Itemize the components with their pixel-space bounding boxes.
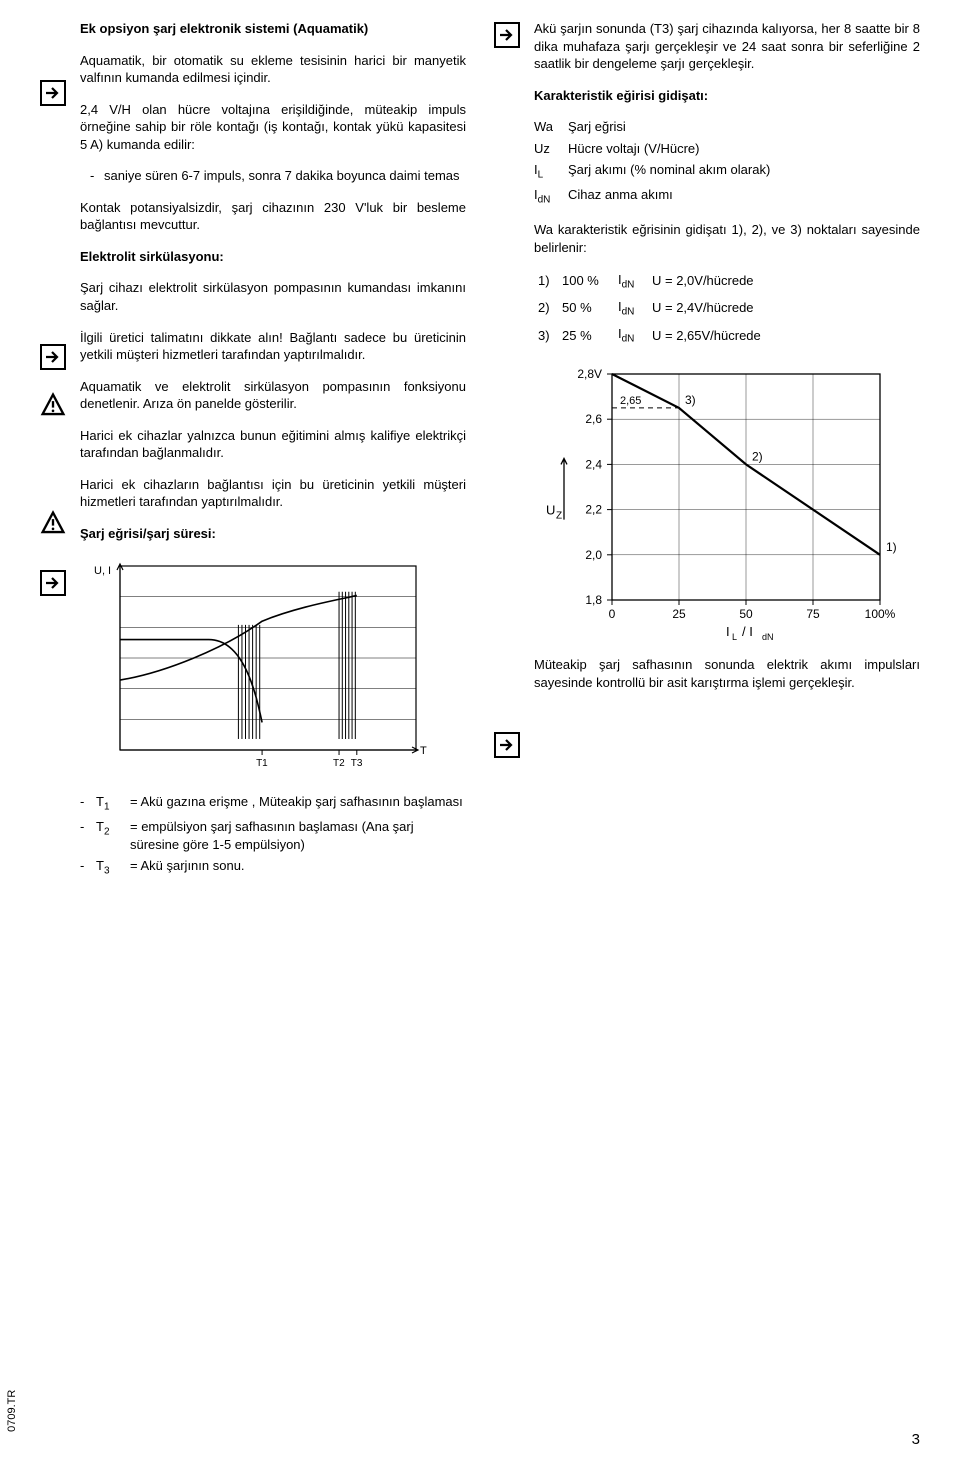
heading-karak: Karakteristik eğirisi gidişatı:: [534, 87, 920, 105]
para-r2: Wa karakteristik eğrisinin gidişatı 1), …: [534, 221, 920, 256]
svg-text:2,2: 2,2: [585, 502, 602, 516]
svg-text:T: T: [420, 745, 427, 757]
side-code: 0709.TR: [5, 1390, 20, 1432]
legend-key: Uz: [534, 140, 568, 158]
svg-text:2): 2): [752, 449, 763, 463]
impuls-list: -saniye süren 6-7 impuls, sonra 7 dakika…: [90, 167, 466, 185]
para-r1: Akü şarjın sonunda (T3) şarj cihazında k…: [534, 20, 920, 73]
svg-text:I: I: [726, 624, 730, 639]
t-definitions: - T1 = Akü gazına erişme , Müteakip şarj…: [80, 793, 466, 878]
t1-key: T1: [96, 793, 130, 814]
t2-key: T2: [96, 818, 130, 839]
pct-p: 50 %: [562, 299, 618, 317]
pct-s: IdN: [618, 271, 652, 292]
para-p2: 2,4 V/H olan hücre voltajına erişildiğin…: [80, 101, 466, 154]
svg-text:2,6: 2,6: [585, 412, 602, 426]
svg-text:/ I: / I: [742, 624, 753, 639]
warning-icon: [40, 510, 70, 538]
arrow-icon: [494, 732, 524, 760]
svg-text:L: L: [732, 632, 737, 640]
svg-text:2,8V: 2,8V: [577, 367, 602, 381]
t1-text: = Akü gazına erişme , Müteakip şarj safh…: [130, 793, 466, 811]
pct-n: 3): [538, 327, 562, 345]
page-number: 3: [912, 1430, 920, 1450]
svg-text:25: 25: [672, 607, 686, 621]
svg-text:3): 3): [685, 393, 696, 407]
warning-icon: [40, 392, 70, 420]
dash: -: [80, 857, 96, 875]
t2-text: = empülsiyon şarj safhasının başlaması (…: [130, 818, 466, 853]
arrow-icon: [40, 344, 70, 372]
para-p4: Şarj cihazı elektrolit sirkülasyon pompa…: [80, 279, 466, 314]
heading-elektrolit: Elektrolit sirkülasyonu:: [80, 248, 466, 266]
svg-text:2,4: 2,4: [585, 457, 602, 471]
right-column: Akü şarjın sonunda (T3) şarj cihazında k…: [494, 20, 920, 882]
svg-text:1): 1): [886, 540, 897, 554]
para-p8: Harici ek cihazların bağlantısı için bu …: [80, 476, 466, 511]
pct-p: 25 %: [562, 327, 618, 345]
arrow-icon: [40, 570, 70, 598]
chart-characteristic: 2,8V 2,6 2,4 2,2 2,0 1,8 0 25 50 75 100% 2,65 1) 2) 3)…: [534, 360, 920, 645]
heading-curve: Şarj eğrisi/şarj süresi:: [80, 525, 466, 543]
svg-text:T1: T1: [256, 758, 268, 769]
pct-n: 2): [538, 299, 562, 317]
arrow-icon: [494, 22, 524, 50]
svg-text:75: 75: [806, 607, 820, 621]
percent-table: 1)100 %IdNU = 2,0V/hücrede 2)50 %IdNU = …: [538, 271, 920, 346]
pct-n: 1): [538, 272, 562, 290]
pct-s: IdN: [618, 325, 652, 346]
legend-val: Hücre voltajı (V/Hücre): [568, 140, 920, 158]
svg-text:U: U: [546, 502, 555, 517]
para-p5: İlgili üretici talimatını dikkate alın! …: [80, 329, 466, 364]
svg-text:2,65: 2,65: [620, 395, 641, 407]
arrow-icon: [40, 80, 70, 108]
para-p6: Aquamatik ve elektrolit sirkülasyon pomp…: [80, 378, 466, 413]
legend-val: Şarj akımı (% nominal akım olarak): [568, 161, 920, 182]
heading-aquamatik: Ek opsiyon şarj elektronik sistemi (Aqua…: [80, 20, 466, 38]
para-p1: Aquamatik, bir otomatik su ekleme tesisi…: [80, 52, 466, 87]
impuls-item: saniye süren 6-7 impuls, sonra 7 dakika …: [104, 167, 460, 185]
legend-key: IdN: [534, 186, 568, 207]
chart-charge-curve: U, I T T1 T2 T3: [80, 556, 466, 781]
pct-u: U = 2,4V/hücrede: [652, 299, 920, 317]
svg-text:Z: Z: [556, 510, 562, 521]
svg-text:2,0: 2,0: [585, 548, 602, 562]
svg-text:T3: T3: [351, 758, 363, 769]
pct-u: U = 2,0V/hücrede: [652, 272, 920, 290]
dash: -: [80, 793, 96, 811]
svg-text:50: 50: [739, 607, 753, 621]
para-r3: Müteakip şarj safhasının sonunda elektri…: [534, 656, 920, 691]
svg-text:U, I: U, I: [94, 565, 111, 577]
dash: -: [80, 818, 96, 836]
legend-table: WaŞarj eğrisi UzHücre voltajı (V/Hücre) …: [534, 118, 920, 207]
legend-key: Wa: [534, 118, 568, 136]
pct-s: IdN: [618, 298, 652, 319]
para-p3: Kontak potansiyalsizdir, şarj cihazının …: [80, 199, 466, 234]
t3-text: = Akü şarjının sonu.: [130, 857, 466, 875]
t3-key: T3: [96, 857, 130, 878]
svg-text:T2: T2: [333, 758, 345, 769]
svg-text:dN: dN: [762, 632, 774, 640]
para-p7: Harici ek cihazlar yalnızca bunun eğitim…: [80, 427, 466, 462]
svg-text:1,8: 1,8: [585, 593, 602, 607]
legend-key: IL: [534, 161, 568, 182]
svg-text:100%: 100%: [865, 607, 896, 621]
legend-val: Şarj eğrisi: [568, 118, 920, 136]
legend-val: Cihaz anma akımı: [568, 186, 920, 207]
left-column: Ek opsiyon şarj elektronik sistemi (Aqua…: [40, 20, 466, 882]
pct-u: U = 2,65V/hücrede: [652, 327, 920, 345]
pct-p: 100 %: [562, 272, 618, 290]
svg-text:0: 0: [609, 607, 616, 621]
